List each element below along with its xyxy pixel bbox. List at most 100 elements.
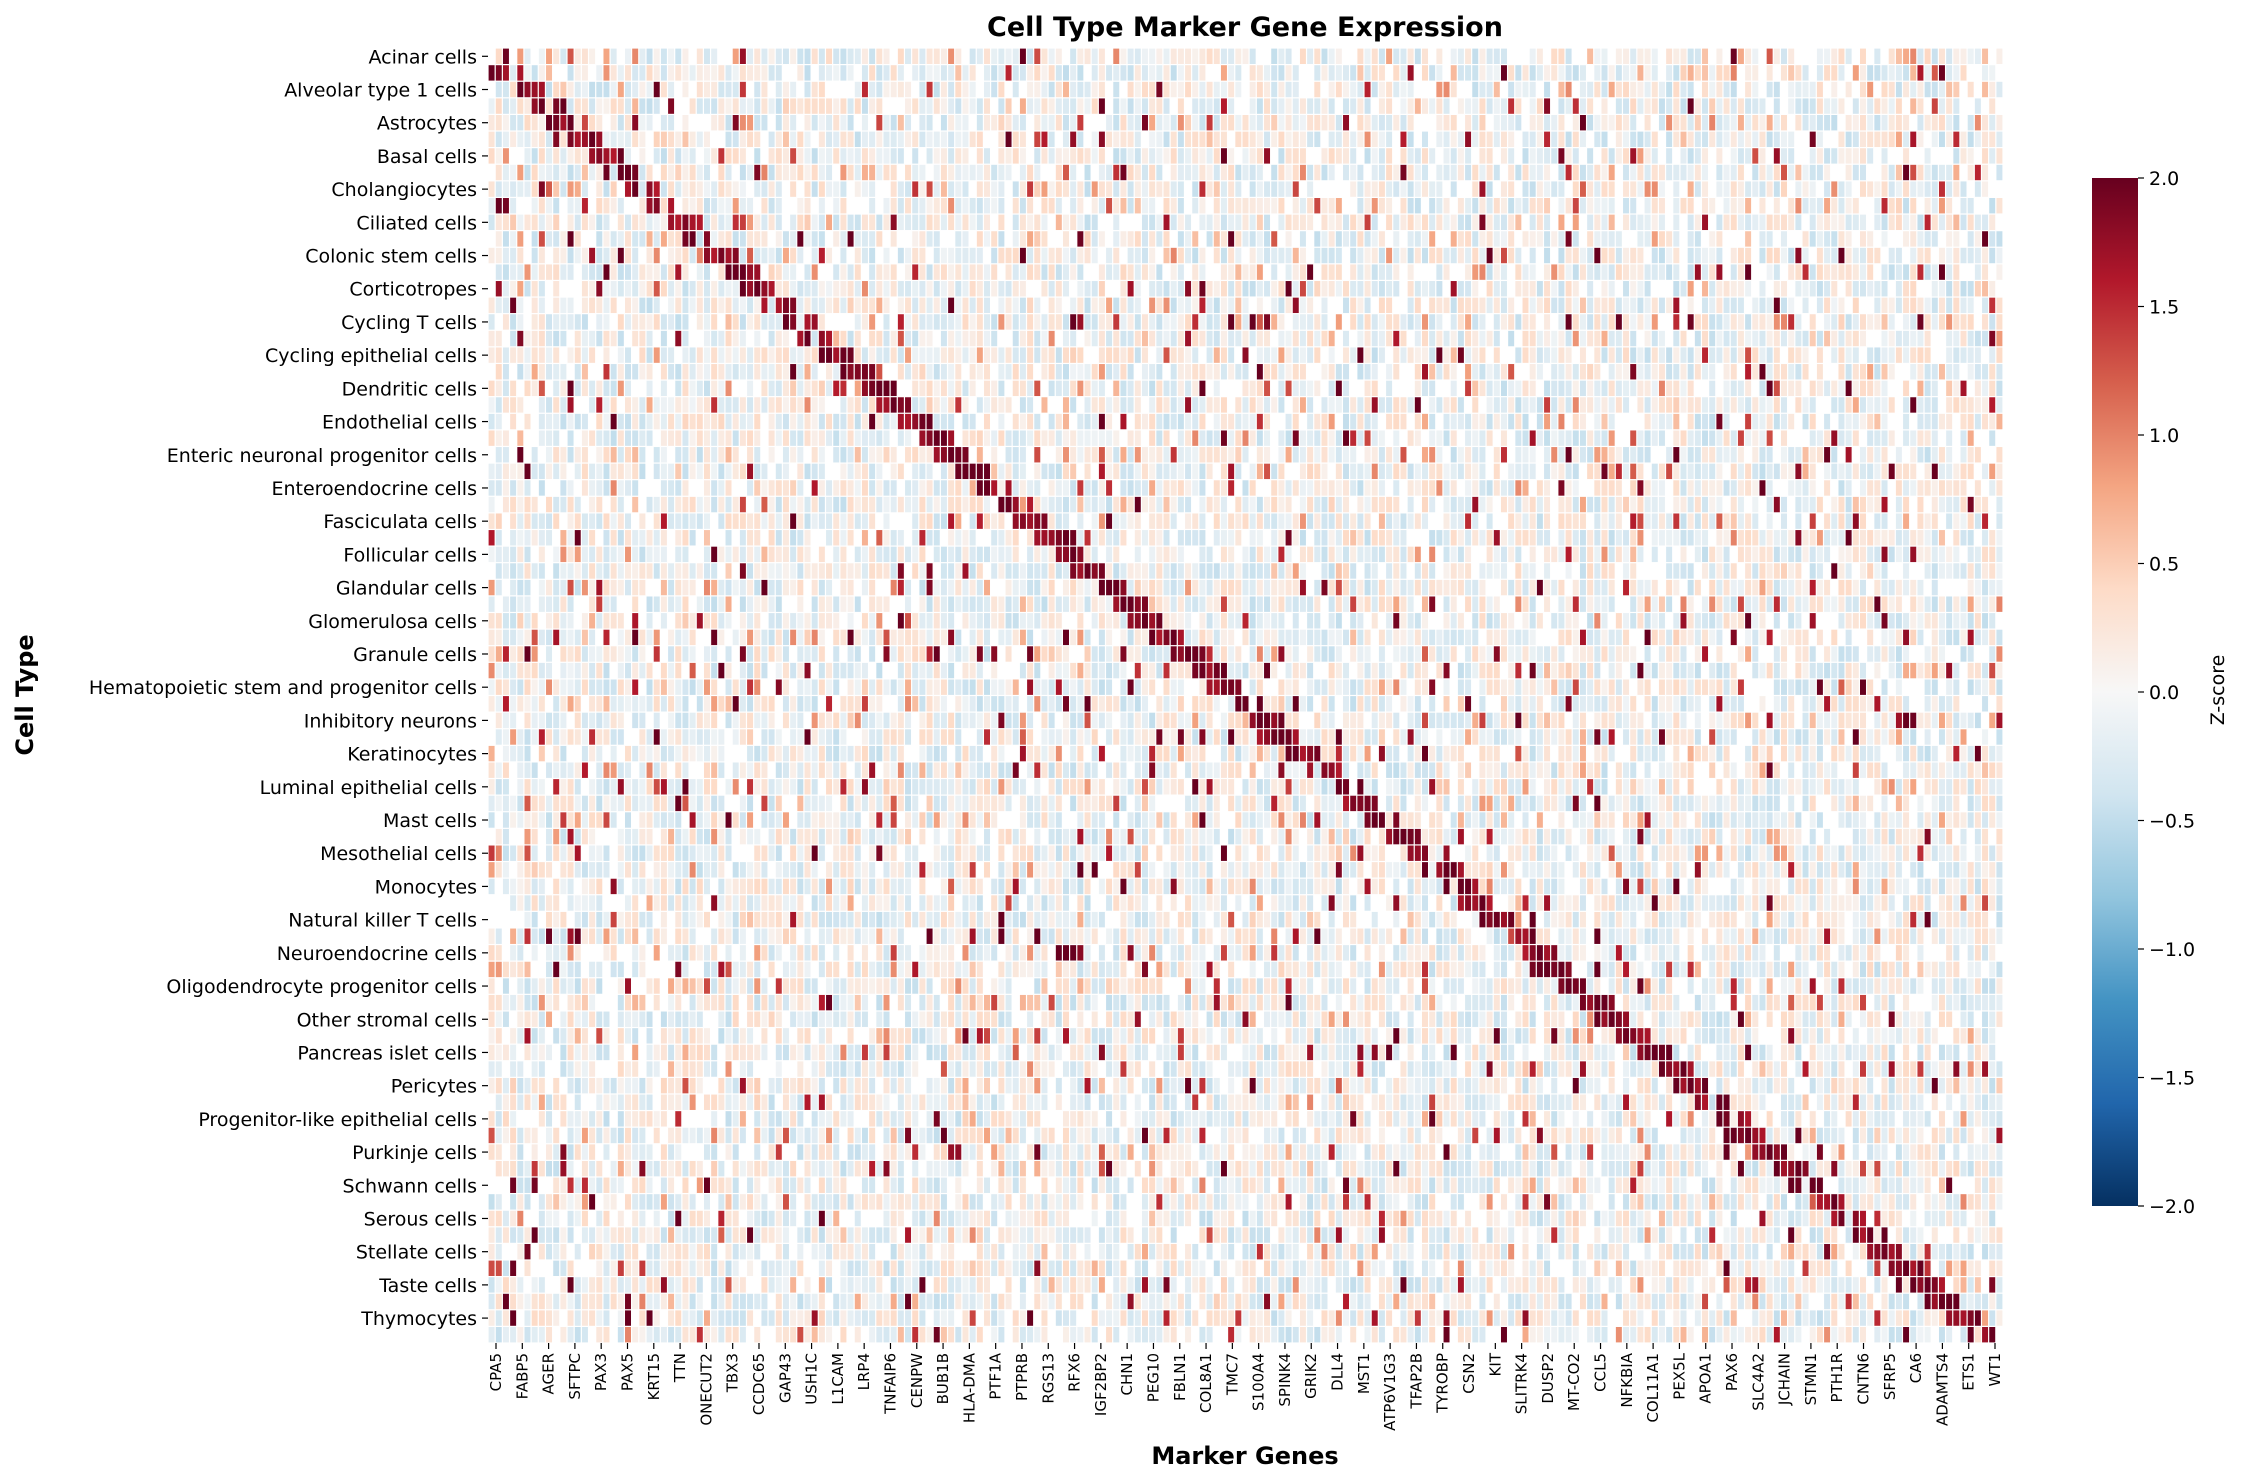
heatmap-cell bbox=[603, 198, 610, 214]
heatmap-cell bbox=[1134, 198, 1141, 214]
heatmap-cell bbox=[581, 297, 588, 314]
heatmap-cell bbox=[704, 364, 710, 380]
heatmap-cell bbox=[811, 81, 818, 98]
heatmap-cell bbox=[1529, 148, 1536, 164]
heatmap-cell bbox=[1407, 65, 1414, 81]
heatmap-cell bbox=[1285, 214, 1292, 231]
heatmap-cell bbox=[1457, 347, 1464, 363]
heatmap-cell bbox=[1228, 264, 1235, 280]
heatmap-cell bbox=[1917, 115, 1924, 131]
heatmap-cell bbox=[1594, 231, 1601, 247]
heatmap-cell bbox=[1508, 181, 1515, 197]
heatmap-cell bbox=[1544, 181, 1551, 197]
heatmap-cell bbox=[1479, 496, 1486, 513]
heatmap-cell bbox=[768, 347, 775, 363]
heatmap-cell bbox=[1299, 48, 1306, 64]
heatmap-cell bbox=[1256, 397, 1263, 413]
heatmap-cell bbox=[1113, 198, 1120, 214]
heatmap-cell bbox=[1005, 480, 1012, 496]
heatmap-cell bbox=[1579, 297, 1586, 314]
heatmap-cell bbox=[905, 164, 912, 181]
heatmap-cell bbox=[1091, 148, 1098, 164]
heatmap-cell bbox=[1946, 447, 1953, 463]
heatmap-cell bbox=[1414, 330, 1421, 347]
heatmap-cell bbox=[1149, 264, 1156, 280]
heatmap-cell bbox=[725, 181, 732, 197]
heatmap-cell bbox=[1493, 264, 1500, 280]
heatmap-cell bbox=[1457, 314, 1464, 330]
heatmap-cell bbox=[1393, 65, 1400, 81]
heatmap-cell bbox=[897, 214, 904, 231]
heatmap-cell bbox=[1235, 413, 1242, 430]
heatmap-cell bbox=[818, 65, 825, 81]
heatmap-cell bbox=[1601, 380, 1608, 397]
heatmap-cell bbox=[610, 496, 617, 513]
heatmap-cell bbox=[1041, 247, 1048, 264]
heatmap-cell bbox=[754, 281, 761, 297]
heatmap-cell bbox=[811, 430, 818, 446]
heatmap-cell bbox=[1199, 115, 1206, 131]
heatmap-cell bbox=[861, 115, 868, 131]
heatmap-cell bbox=[1070, 81, 1077, 98]
heatmap-cell bbox=[1716, 65, 1723, 81]
heatmap-cell bbox=[1910, 314, 1917, 330]
heatmap-cell bbox=[739, 330, 746, 347]
heatmap-cell bbox=[1809, 496, 1816, 513]
heatmap-cell bbox=[1637, 380, 1644, 397]
heatmap-cell bbox=[933, 364, 940, 380]
heatmap-cell bbox=[1228, 330, 1235, 347]
heatmap-cell bbox=[1091, 330, 1098, 347]
heatmap-cell bbox=[1745, 98, 1752, 114]
heatmap-cell bbox=[1967, 430, 1974, 446]
heatmap-cell bbox=[955, 81, 962, 98]
heatmap-cell bbox=[1500, 447, 1507, 463]
heatmap-cell bbox=[1795, 380, 1802, 397]
heatmap-cell bbox=[1881, 297, 1888, 314]
heatmap-cell bbox=[984, 380, 991, 397]
heatmap-cell bbox=[1982, 380, 1989, 397]
heatmap-cell bbox=[1917, 413, 1924, 430]
heatmap-cell bbox=[876, 164, 883, 181]
heatmap-cell bbox=[797, 397, 804, 413]
heatmap-cell bbox=[1343, 115, 1350, 131]
heatmap-cell bbox=[1393, 447, 1400, 463]
heatmap-cell bbox=[1608, 297, 1615, 314]
heatmap-cell bbox=[1285, 164, 1292, 181]
heatmap-cell bbox=[1321, 65, 1328, 81]
heatmap-cell bbox=[1917, 81, 1924, 98]
heatmap-cell bbox=[905, 264, 912, 280]
heatmap-cell bbox=[1867, 181, 1874, 197]
heatmap-cell bbox=[1766, 214, 1773, 231]
heatmap-cell bbox=[718, 264, 725, 280]
heatmap-cell bbox=[768, 397, 775, 413]
heatmap-cell bbox=[912, 281, 919, 297]
heatmap-cell bbox=[1070, 314, 1077, 330]
heatmap-cell bbox=[1335, 281, 1342, 297]
heatmap-cell bbox=[1386, 330, 1393, 347]
heatmap-cell bbox=[682, 148, 689, 164]
heatmap-cell bbox=[531, 447, 538, 463]
heatmap-cell bbox=[1429, 314, 1436, 330]
heatmap-cell bbox=[560, 413, 567, 430]
heatmap-cell bbox=[948, 480, 955, 496]
heatmap-cell bbox=[905, 314, 912, 330]
heatmap-cell bbox=[1702, 397, 1709, 413]
heatmap-cell bbox=[1472, 281, 1479, 297]
heatmap-cell bbox=[1220, 330, 1227, 347]
heatmap-cell bbox=[1522, 480, 1529, 496]
heatmap-cell bbox=[775, 330, 782, 347]
heatmap-cell bbox=[1005, 447, 1012, 463]
heatmap-cell bbox=[495, 364, 502, 380]
heatmap-cell bbox=[1989, 115, 1996, 131]
heatmap-cell bbox=[1127, 231, 1134, 247]
heatmap-cell bbox=[1141, 496, 1148, 513]
heatmap-cell bbox=[1687, 380, 1694, 397]
heatmap-cell bbox=[890, 397, 897, 413]
heatmap-cell bbox=[1120, 231, 1127, 247]
heatmap-cell bbox=[1041, 231, 1048, 247]
heatmap-cell bbox=[1802, 330, 1809, 347]
heatmap-cell bbox=[517, 231, 524, 247]
heatmap-cell bbox=[1508, 380, 1515, 397]
heatmap-cell bbox=[1127, 281, 1134, 297]
heatmap-cell bbox=[1235, 463, 1242, 480]
